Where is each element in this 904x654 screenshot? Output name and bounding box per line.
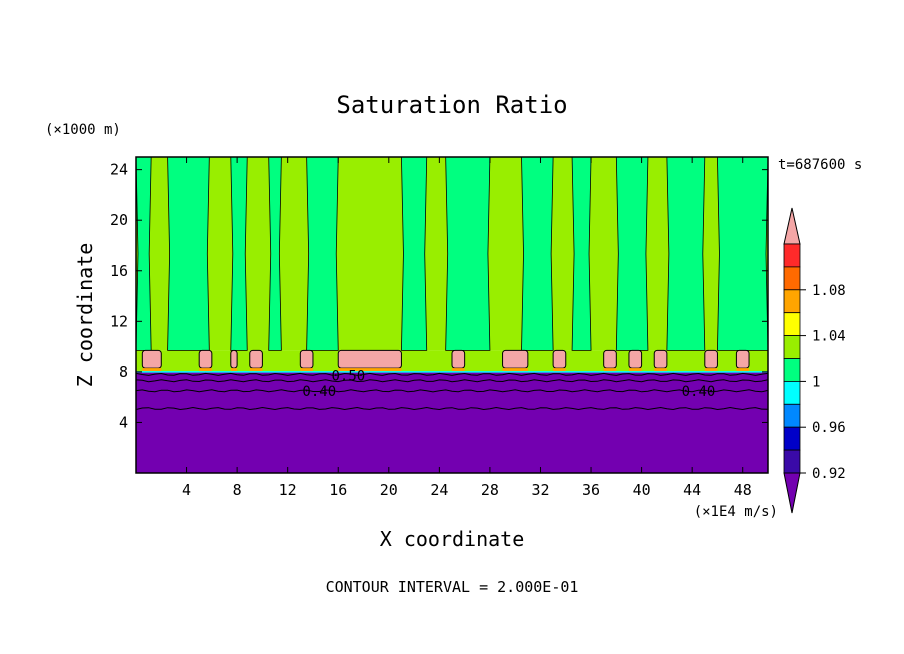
saturation-column [717, 157, 768, 351]
y-tick-label: 8 [119, 363, 128, 381]
y-unit-label: (×1000 m) [45, 122, 121, 138]
supersaturation-cell [451, 349, 466, 369]
supersaturation-cell-base [654, 368, 667, 372]
x-tick-label: 32 [531, 481, 549, 499]
supersaturation-cell-base [249, 368, 263, 372]
supersaturation-cell-base [628, 368, 642, 372]
x-unit-label: (×1E4 m/s) [694, 504, 778, 520]
supersaturation-cell [735, 349, 750, 369]
supersaturation-cell [337, 349, 402, 369]
contour-label: 0.40 [682, 384, 716, 400]
supersaturation-cell [141, 349, 162, 369]
colorbar-swatch [783, 380, 801, 405]
saturation-column [306, 157, 339, 351]
colorbar-tick-label: 1.04 [812, 329, 846, 345]
x-tick-label: 28 [481, 481, 499, 499]
colorbar-swatch [783, 312, 801, 337]
supersaturation-cell-base [230, 368, 238, 372]
supersaturation-cell [198, 349, 213, 369]
saturation-column [445, 157, 491, 351]
plot-frame [135, 156, 769, 474]
supersaturation-cell [653, 349, 668, 369]
colorbar-swatch [783, 335, 801, 359]
contour-line [136, 379, 768, 383]
supersaturation-cell [249, 349, 263, 369]
colorbar-swatch [783, 426, 801, 451]
colorbar-over-triangle [783, 207, 801, 245]
saturation-column [167, 157, 210, 351]
x-tick-label: 4 [182, 481, 191, 499]
saturation-column [401, 157, 428, 351]
saturation-column [571, 157, 592, 351]
supersaturation-cell-base [553, 368, 566, 372]
supersaturation-cell-base [338, 368, 402, 372]
x-axis-label: X coordinate [380, 527, 525, 551]
contour-label: 0.40 [302, 384, 336, 400]
saturation-column [268, 157, 282, 351]
supersaturation-cell [502, 349, 529, 369]
supersaturation-cell [628, 349, 643, 369]
x-tick-label: 40 [633, 481, 651, 499]
saturation-column [230, 157, 248, 351]
x-tick-label: 36 [582, 481, 600, 499]
supersaturation-cell-base [142, 368, 162, 372]
supersaturation-cell [603, 349, 617, 369]
colorbar-tick-label: 1.08 [812, 283, 846, 299]
colorbar-tick-label: 0.92 [812, 466, 846, 482]
time-label: t=687600 s [778, 157, 862, 173]
colorbar: 1.08 1.04 1 0.96 0.92 [783, 207, 846, 514]
saturation-column [521, 157, 554, 351]
contour-line [136, 406, 768, 411]
colorbar-swatch [783, 358, 801, 382]
supersaturation-cell [230, 349, 238, 369]
x-tick-label: 44 [683, 481, 701, 499]
y-tick-label: 20 [110, 211, 128, 229]
y-tick-label: 4 [119, 413, 128, 431]
supersaturation-cell-base [452, 368, 465, 372]
colorbar-under-triangle [783, 472, 801, 514]
contour-line [136, 389, 768, 393]
supersaturation-cell-base [603, 368, 617, 372]
supersaturation-cell-base [704, 368, 718, 372]
plot-area [136, 157, 768, 473]
contour-interval-label: CONTOUR INTERVAL = 2.000E-01 [326, 578, 579, 596]
x-tick-label: 48 [734, 481, 752, 499]
x-tick-label: 8 [233, 481, 242, 499]
colorbar-tick-label: 1 [812, 374, 820, 390]
contour-line [136, 372, 768, 376]
saturation-column [615, 157, 649, 351]
colorbar-swatch [783, 289, 801, 314]
x-tick-label: 24 [430, 481, 448, 499]
saturation-column [666, 157, 706, 351]
y-tick-label: 16 [110, 262, 128, 280]
colorbar-tick-label: 0.96 [812, 420, 846, 436]
dry-layer [136, 371, 768, 473]
y-axis-label: Z coordinate [73, 243, 97, 388]
supersaturation-cell [704, 349, 718, 369]
colorbar-swatch [783, 403, 801, 428]
colorbar-swatch [783, 266, 801, 291]
colorbar-swatch [783, 449, 801, 474]
chart-title: Saturation Ratio [336, 91, 567, 119]
y-tick-label: 12 [110, 312, 128, 330]
colorbar-swatch [783, 243, 801, 268]
supersaturation-cell-base [300, 368, 313, 372]
contour-label: 0.50 [331, 369, 365, 385]
supersaturation-cell-base [199, 368, 212, 372]
x-tick-label: 16 [329, 481, 347, 499]
supersaturation-cell-base [736, 368, 750, 372]
x-tick-label: 20 [380, 481, 398, 499]
supersaturation-cell-base [502, 368, 528, 372]
supersaturation-cell [299, 349, 314, 369]
x-tick-label: 12 [279, 481, 297, 499]
y-tick-label: 24 [110, 161, 128, 179]
supersaturation-cell [552, 349, 567, 369]
